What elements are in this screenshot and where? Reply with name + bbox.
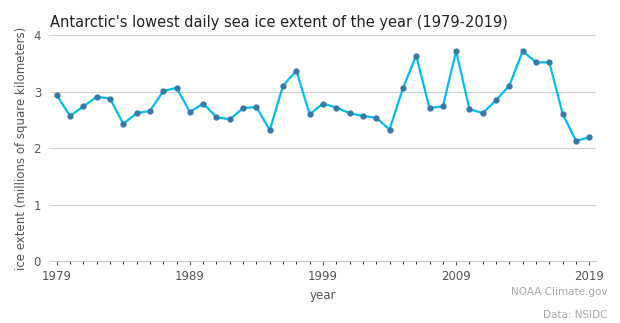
X-axis label: year: year <box>310 288 336 302</box>
Text: Antarctic's lowest daily sea ice extent of the year (1979-2019): Antarctic's lowest daily sea ice extent … <box>50 15 508 30</box>
Text: Data: NSIDC: Data: NSIDC <box>543 310 608 320</box>
Text: NOAA Climate.gov: NOAA Climate.gov <box>511 287 608 297</box>
Y-axis label: ice extent (millions of square kilometers): ice extent (millions of square kilometer… <box>15 26 28 270</box>
